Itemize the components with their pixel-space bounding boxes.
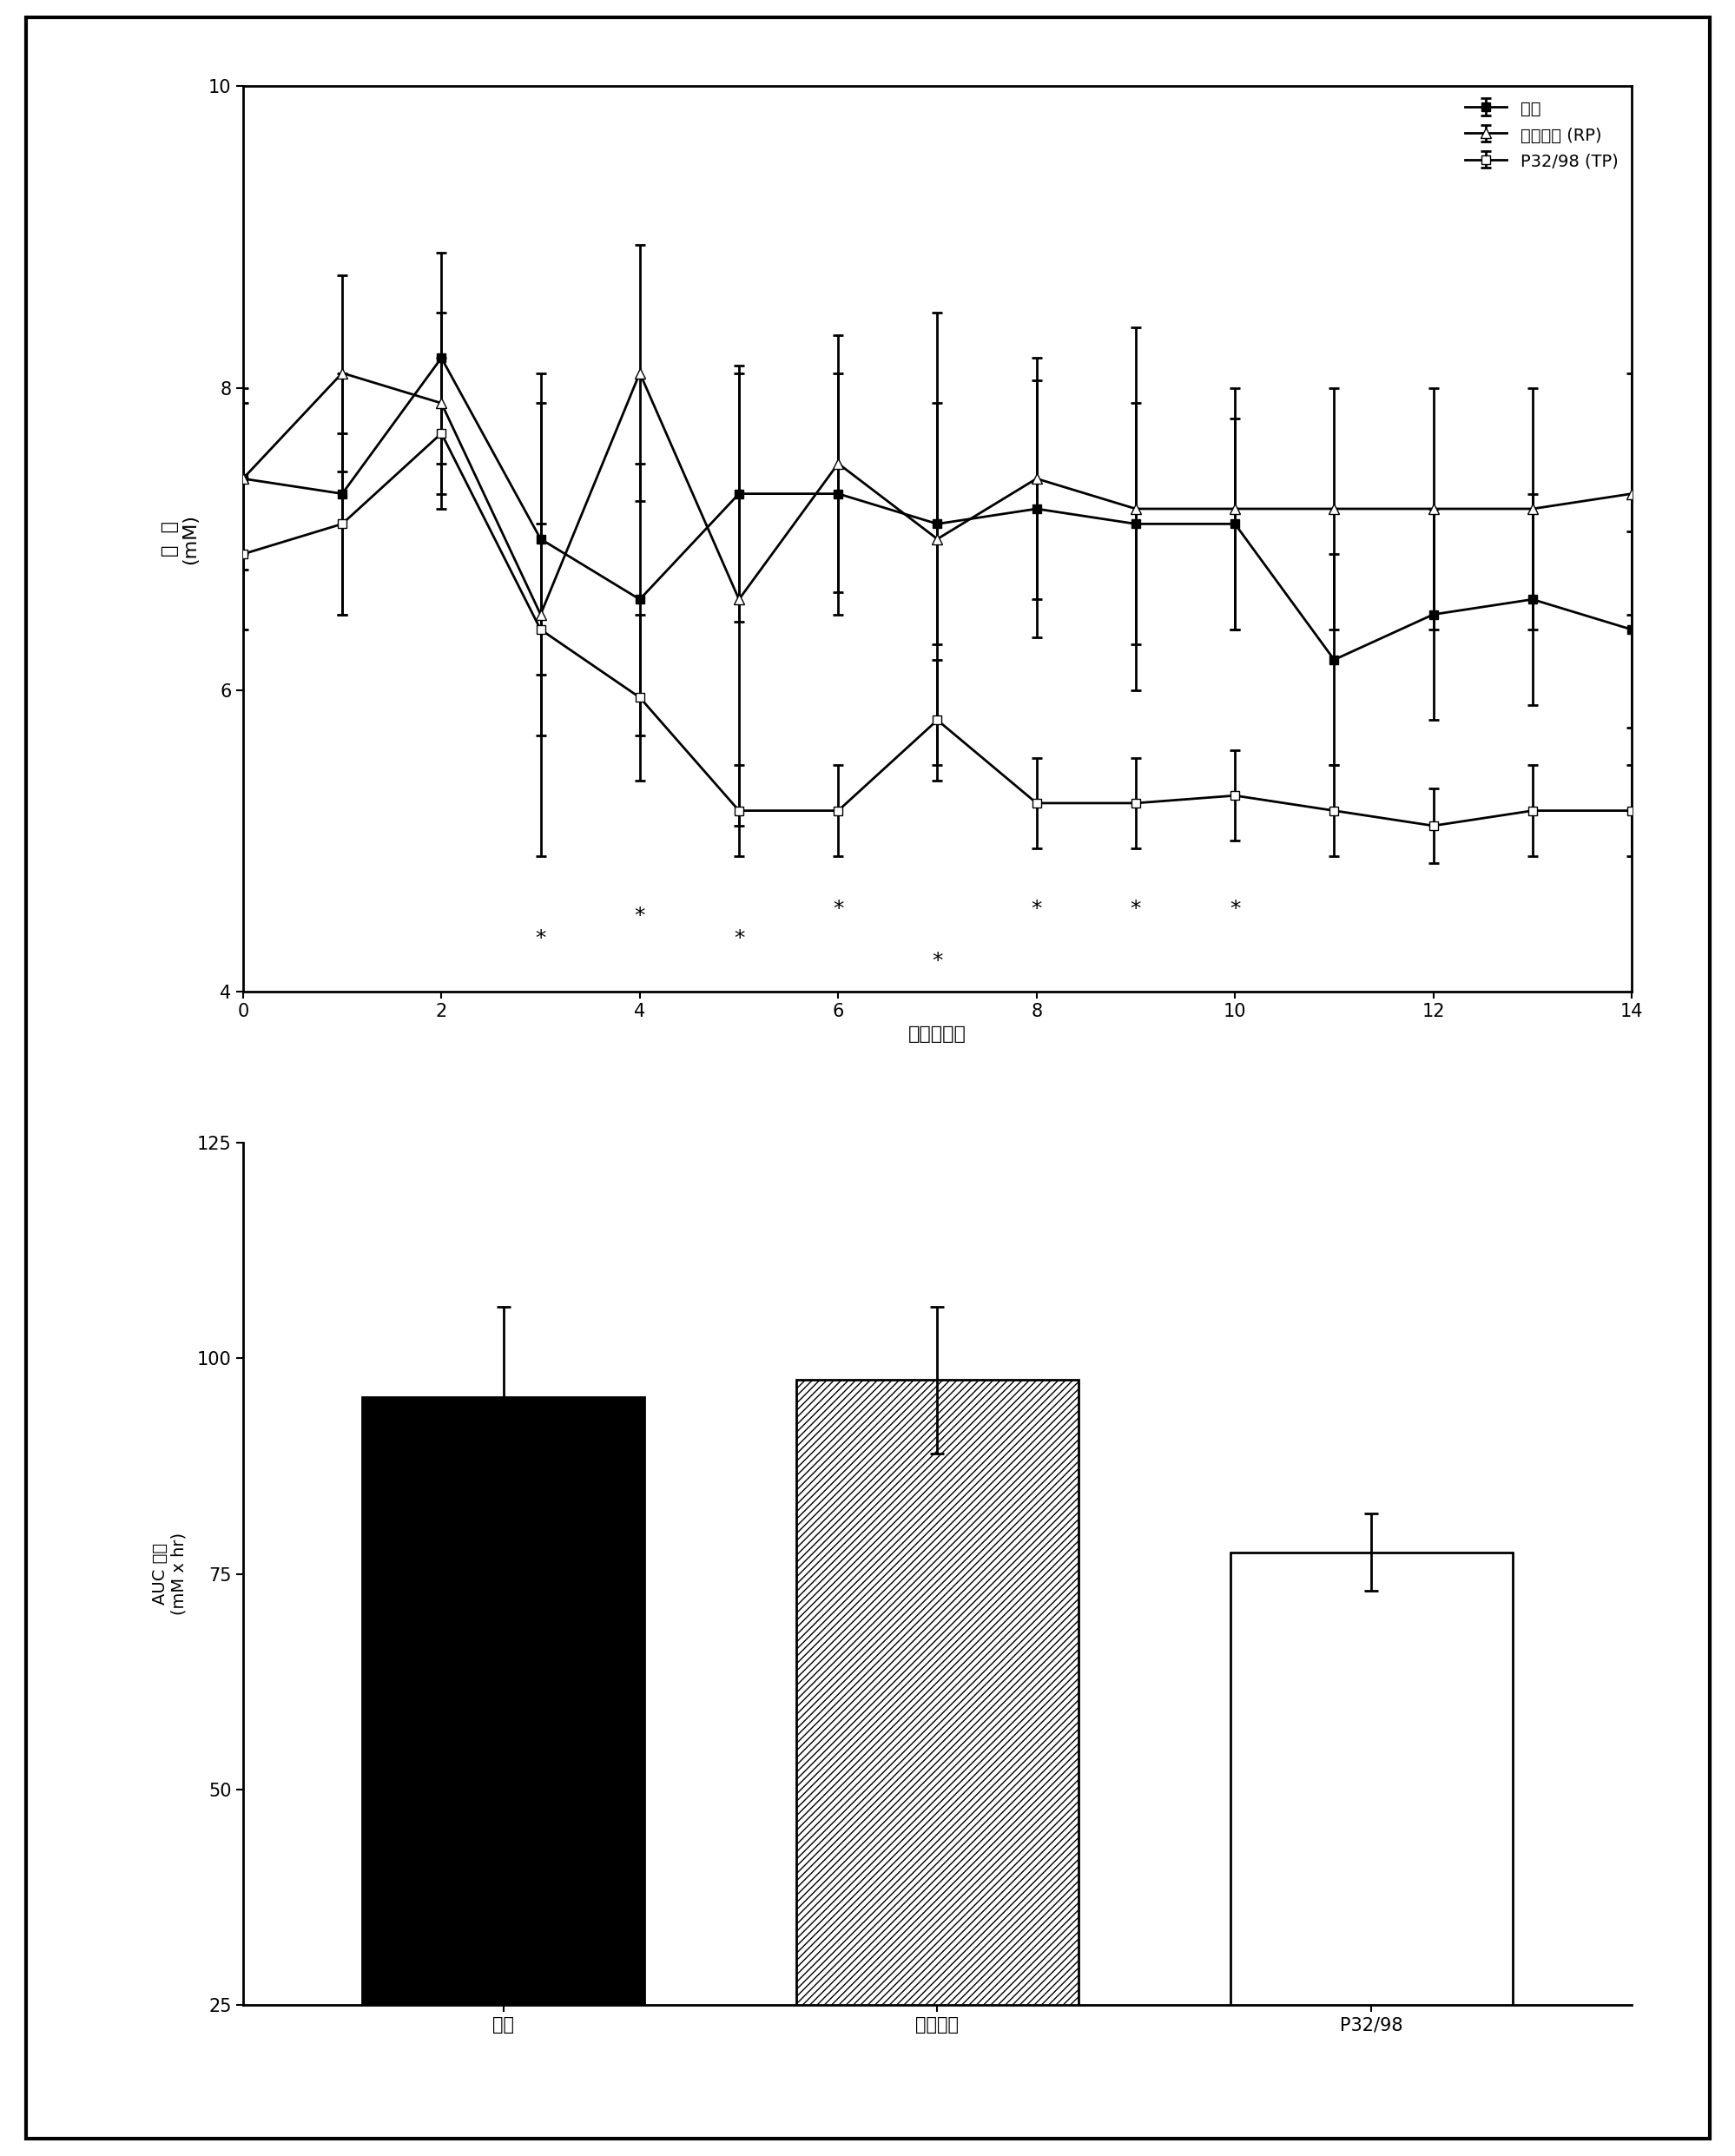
Text: *: *: [534, 929, 547, 949]
Bar: [796, 1380, 1077, 2156]
Y-axis label: 血  糖
(mM): 血 糖 (mM): [161, 513, 200, 565]
Text: *: *: [1031, 899, 1041, 918]
Text: *: *: [633, 906, 645, 927]
Y-axis label: AUC 血糖
(mM x hr): AUC 血糖 (mM x hr): [151, 1533, 187, 1615]
Text: *: *: [1129, 899, 1140, 918]
Text: *: *: [932, 951, 942, 972]
Legend: 对照, 格列本脇 (RP), P32/98 (TP): 对照, 格列本脇 (RP), P32/98 (TP): [1459, 95, 1622, 175]
Bar: [1230, 1552, 1511, 2156]
X-axis label: 时间（天）: 时间（天）: [907, 1026, 966, 1044]
Text: *: *: [734, 929, 744, 949]
Text: *: *: [833, 899, 843, 918]
Bar: [363, 1397, 644, 2156]
Text: *: *: [1228, 899, 1241, 918]
